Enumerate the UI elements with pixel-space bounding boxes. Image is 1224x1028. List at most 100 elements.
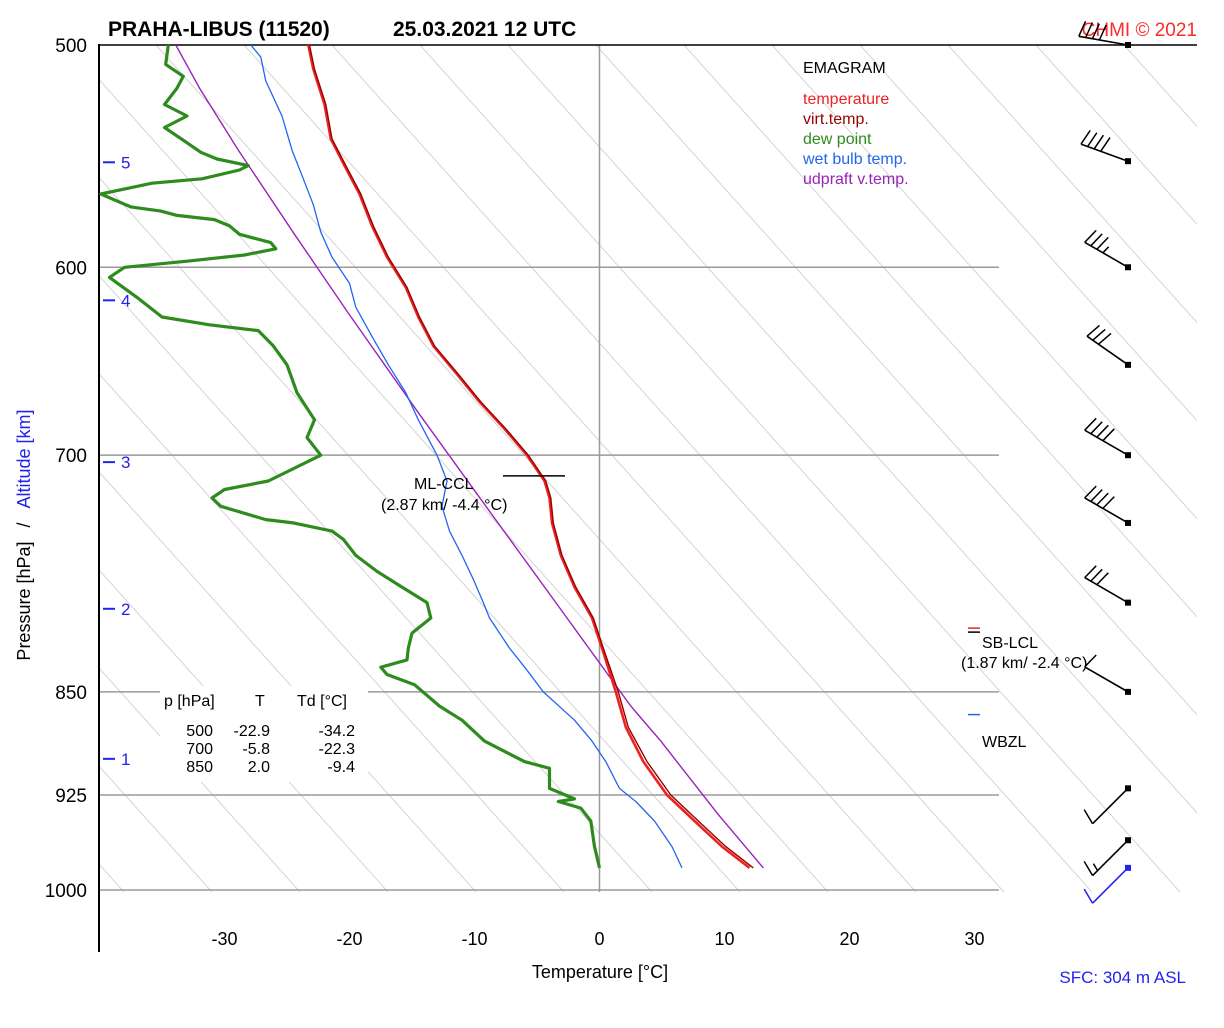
pressure-tick-700: 700 [55, 446, 87, 467]
wind-barb [1083, 864, 1131, 904]
datetime-title: 25.03.2021 12 UTC [393, 18, 576, 41]
adiabat-line [99, 78, 829, 892]
wind-barb-feather [1083, 809, 1094, 825]
wind-barb [1084, 565, 1131, 606]
pressure-tick-925: 925 [55, 786, 87, 807]
wind-barb [1084, 417, 1131, 459]
adiabat-line [771, 45, 1197, 520]
wind-barb-station [1125, 599, 1131, 606]
wind-barb-feather [1093, 134, 1105, 150]
series-virt-temp-line [308, 45, 754, 869]
svg-text:Pressure [hPa]/Altitude [km]: Pressure [hPa] / Altitude [km] [14, 409, 34, 660]
adiabat-line [331, 45, 1093, 892]
table-header-2: Td [°C] [297, 693, 347, 710]
wind-barb-feather [1090, 233, 1103, 247]
legend-item-dew-point: dew point [803, 131, 872, 148]
wind-barb-station [1125, 688, 1131, 695]
table-cell: -22.9 [234, 723, 271, 740]
wind-barb-station [1125, 864, 1131, 871]
table-cell: -5.8 [242, 741, 270, 758]
wind-barb-shaft [1092, 787, 1129, 825]
wind-barb-feather [1090, 489, 1103, 502]
surface-elevation: SFC: 304 m ASL [1059, 968, 1186, 987]
wind-barb-station [1125, 42, 1131, 48]
wind-barb [1084, 485, 1131, 526]
wind-barb [1080, 129, 1131, 165]
wind-barb-feather [1100, 137, 1111, 152]
wind-barb-feather [1090, 421, 1103, 435]
wind-barb-feather [1084, 417, 1097, 431]
adiabat-line [859, 45, 1197, 422]
wind-barb-shaft [1092, 839, 1129, 877]
temperature-tick-30: 30 [964, 929, 984, 949]
adiabat-line [243, 45, 1005, 892]
wind-barb-feather [1091, 23, 1100, 40]
temperature-tick-20: 20 [839, 929, 859, 949]
temperature-tick--30: -30 [211, 929, 237, 949]
wind-barb-feather [1085, 22, 1094, 38]
wind-barb-half-feather [1102, 246, 1110, 254]
series-udpraft-v-temp-line [175, 45, 764, 869]
wind-barb-feather [1078, 20, 1087, 37]
pressure-tick-600: 600 [55, 258, 87, 279]
wind-barb-feather [1102, 496, 1115, 509]
series-temperature-line [307, 45, 751, 869]
wind-barb-feather [1090, 568, 1103, 582]
table-cell: -34.2 [319, 723, 356, 740]
table-cell: 2.0 [248, 759, 270, 776]
table-cell: -9.4 [327, 759, 355, 776]
dry-adiabat-guides [99, 45, 1224, 892]
wind-barbs [1078, 20, 1131, 904]
legend: EMAGRAM temperature virt.temp. dew point we… [802, 60, 909, 188]
temperature-tick-0: 0 [594, 929, 604, 949]
wind-barb-shaft [1084, 666, 1129, 693]
station-title: PRAHA-LIBUS (11520) [108, 18, 330, 41]
legend-item-virt-temp: virt.temp. [803, 111, 869, 128]
wind-barb-shaft [1092, 867, 1129, 904]
pressure-gridlines [99, 266, 999, 891]
wind-barb-shaft [1084, 497, 1129, 524]
pressure-tick-labels: 500 600 700 850 925 1000 [45, 36, 87, 902]
altitude-tick-2: 2 [121, 600, 130, 619]
wind-barb-station [1125, 519, 1131, 526]
wind-barb-feather [1092, 328, 1106, 341]
adiabat-line [99, 373, 565, 892]
table-cell: -22.3 [319, 741, 356, 758]
wind-barb [1078, 20, 1131, 48]
y-axis-title: Pressure [hPa] / Altitude [km] [14, 409, 34, 660]
adiabat-line [947, 45, 1197, 324]
table-cell: 700 [186, 741, 213, 758]
pressure-tick-850: 850 [55, 683, 87, 704]
wind-barb-feather [1086, 132, 1098, 147]
wind-barb-shaft [1086, 335, 1129, 366]
wind-barb-feather [1096, 492, 1109, 506]
altitude-tick-labels: 5 4 3 2 1 [103, 153, 130, 769]
ml-ccl-value: (2.87 km/ -4.4 °C) [381, 497, 507, 514]
legend-title: EMAGRAM [803, 60, 886, 77]
table-cell: 500 [186, 723, 213, 740]
temperature-tick-10: 10 [714, 929, 734, 949]
wind-barb [1084, 229, 1131, 271]
altitude-tick-1: 1 [121, 750, 130, 769]
wind-barb-shaft [1078, 35, 1129, 46]
altitude-tick-5: 5 [121, 153, 130, 172]
adiabat-line [1123, 45, 1197, 128]
temperature-tick-labels: -30 -20 -10 0 10 20 30 [211, 929, 984, 949]
temperature-tick--10: -10 [461, 929, 487, 949]
wind-barb-shaft [1084, 576, 1129, 604]
altitude-tick-3: 3 [121, 453, 130, 472]
wind-barb-feather [1098, 24, 1107, 41]
wind-barb-shaft [1080, 143, 1129, 162]
adiabat-line [1212, 45, 1224, 892]
adiabat-line [595, 45, 1197, 716]
wind-barb-shaft [1084, 429, 1129, 456]
wind-barb-station [1125, 158, 1131, 165]
wind-barb-feather [1096, 236, 1109, 250]
adiabat-line [1035, 45, 1197, 226]
wind-barb-shaft [1084, 241, 1129, 268]
wind-barb-station [1125, 264, 1131, 271]
table-header-0: p [hPa] [164, 693, 215, 710]
series-group [99, 45, 764, 869]
wind-barb-station [1125, 452, 1131, 459]
